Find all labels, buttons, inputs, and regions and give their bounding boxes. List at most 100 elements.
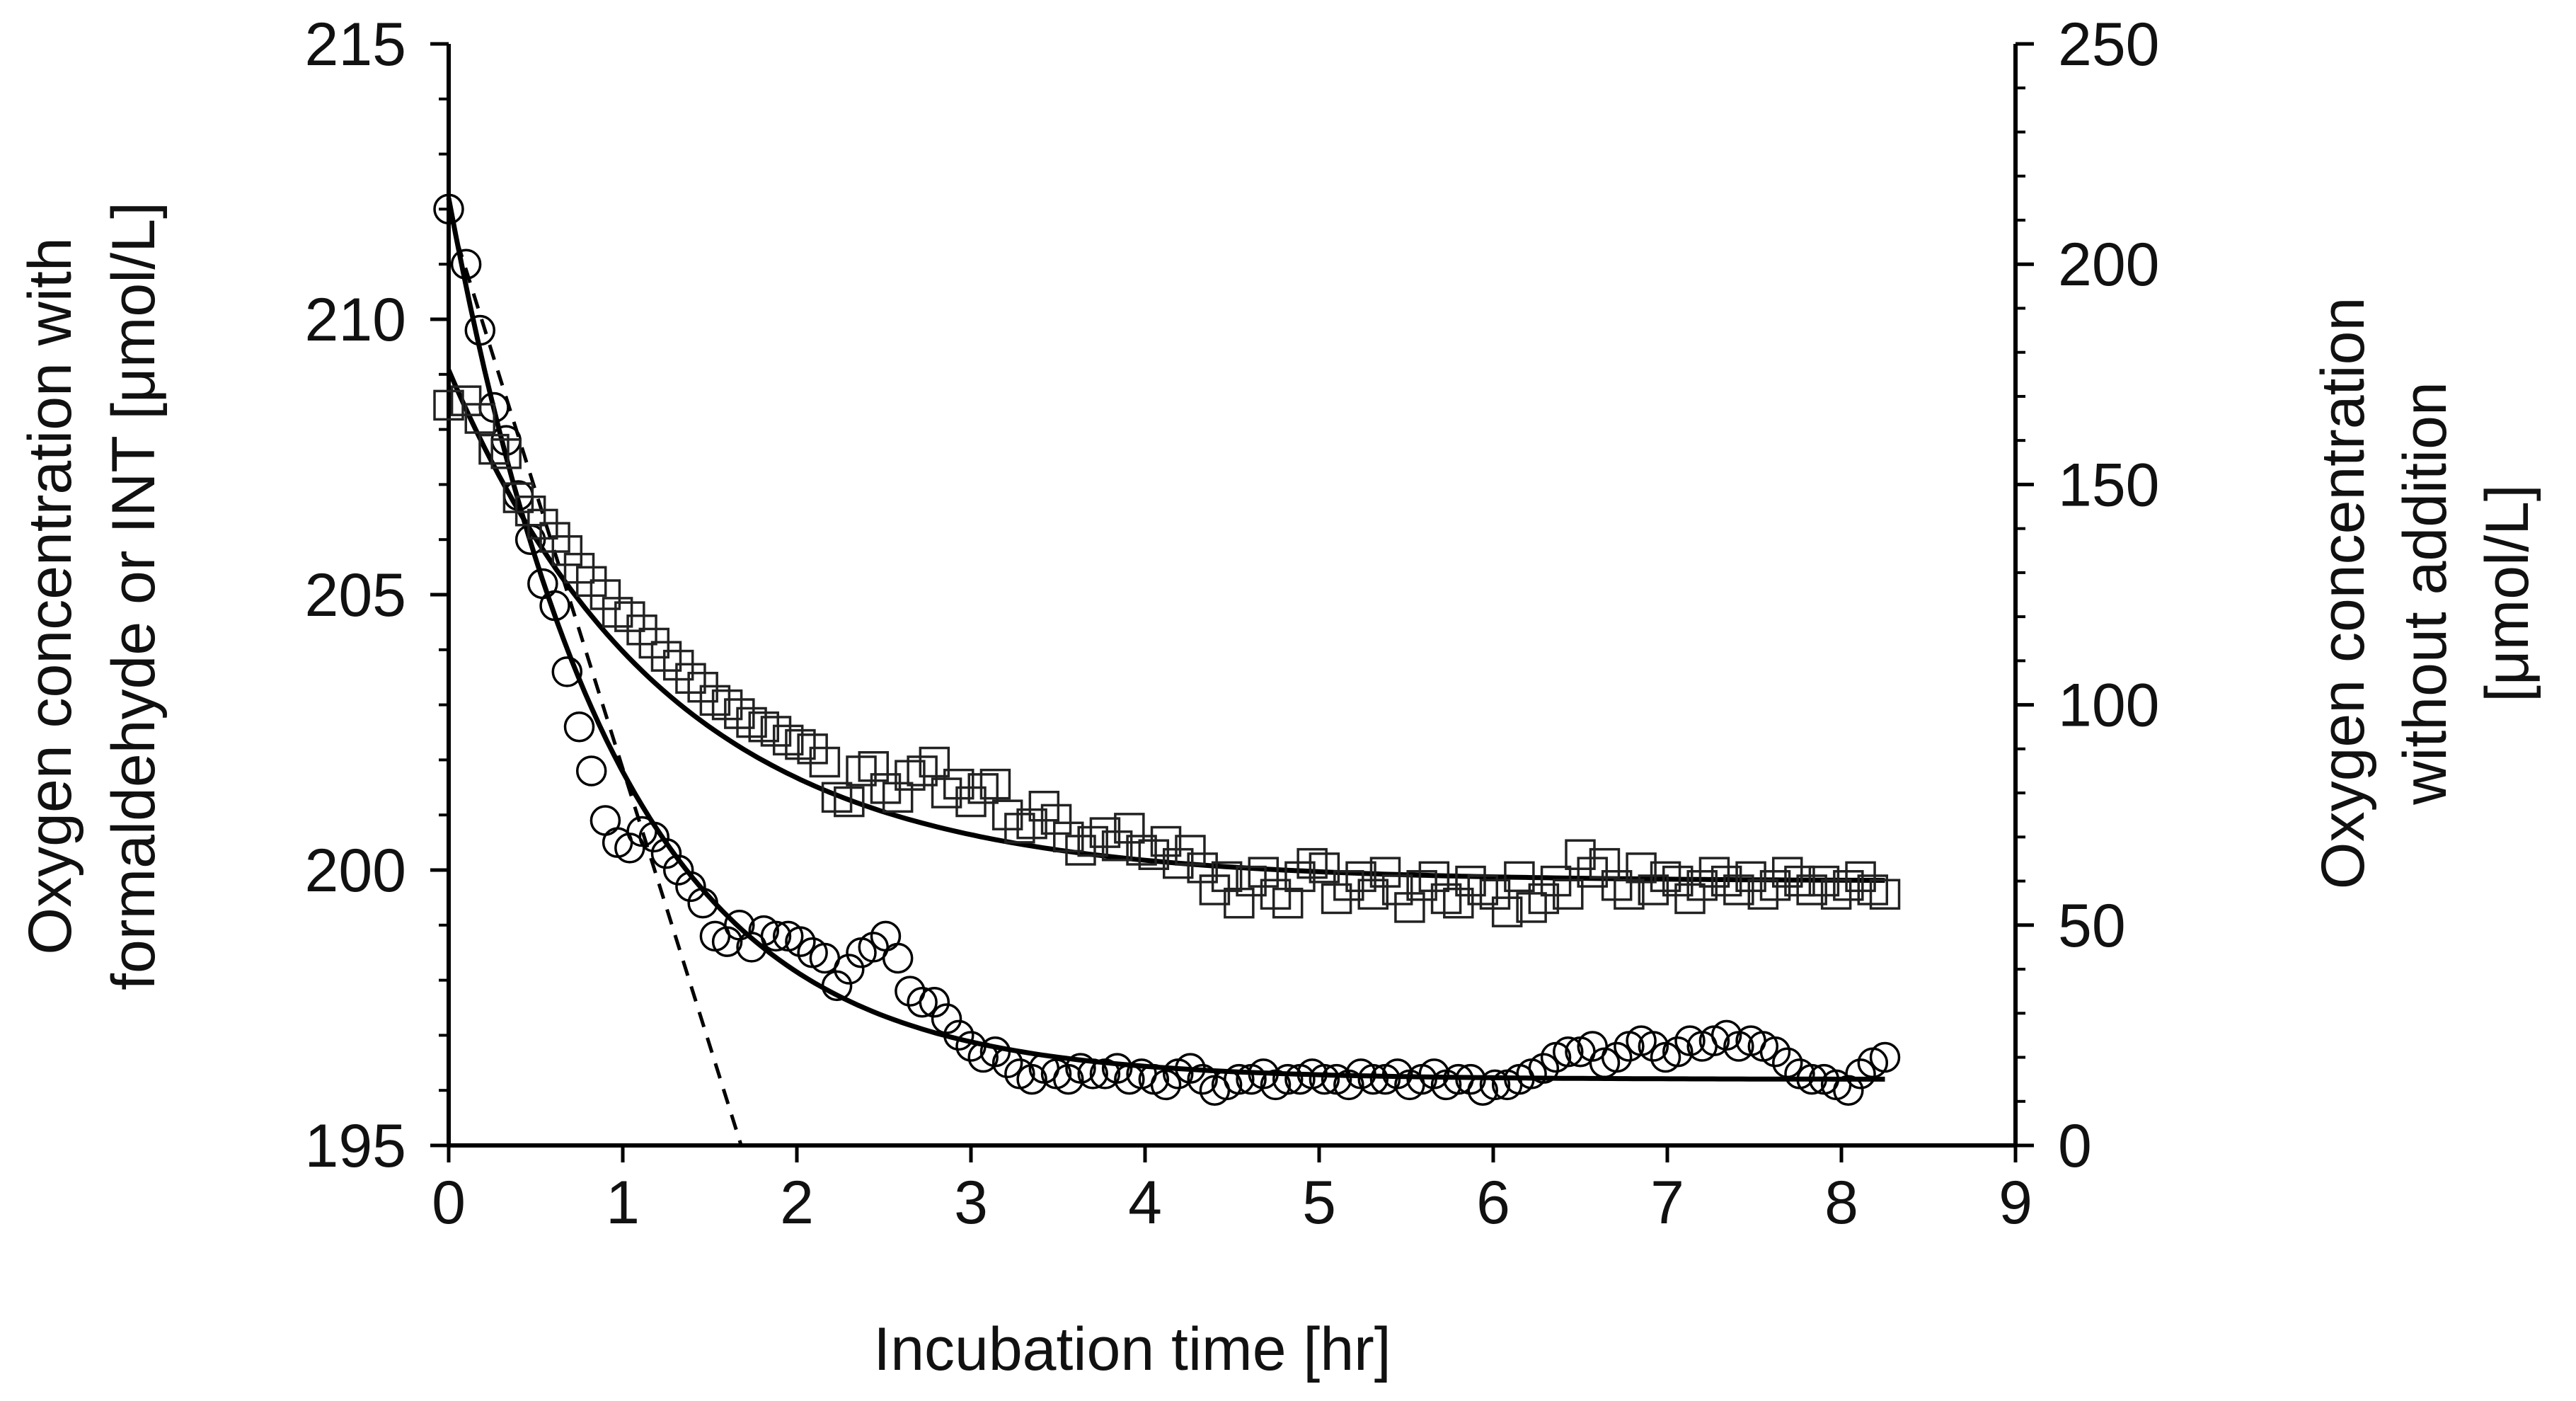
right-y-tick-label: 250 [2058, 11, 2160, 79]
circle-data-point [551, 656, 583, 687]
square-data-point [1272, 887, 1304, 919]
square-data-point [858, 750, 889, 782]
square-data-point [1601, 870, 1633, 901]
square-data-point [650, 641, 682, 672]
circle-data-point [1224, 1063, 1255, 1095]
circle-data-point [785, 926, 816, 957]
circle-data-point [711, 926, 743, 957]
circle-data-point [1357, 1063, 1389, 1095]
square-data-point [1309, 852, 1340, 884]
square-data-point [1857, 874, 1889, 905]
left-axis-title-line1: Oxygen concentration with [16, 237, 84, 954]
left-axis-title-line2: formaldehyde or INT [μmol/L] [100, 202, 168, 990]
square-data-point [1248, 857, 1280, 888]
circle-data-point [1845, 1058, 1876, 1090]
circle-data-point [1187, 1063, 1218, 1095]
circle-data-point [1272, 1063, 1304, 1095]
circle-data-point [1833, 1075, 1864, 1106]
circle-data-point [675, 871, 706, 903]
circle-data-point [931, 1003, 962, 1034]
circle-data-point [1381, 1058, 1413, 1090]
x-tick-label: 5 [1302, 1169, 1336, 1237]
x-tick-label: 2 [780, 1169, 814, 1237]
circle-data-point [907, 986, 938, 1018]
right-axis-title-line3: [μmol/L] [2473, 484, 2541, 702]
square-data-point [1589, 847, 1621, 879]
x-tick-label: 1 [606, 1169, 640, 1237]
square-data-point [1479, 879, 1511, 910]
x-tick-label: 8 [1824, 1169, 1858, 1237]
square-data-point [1260, 879, 1292, 910]
square-data-point [1796, 874, 1827, 905]
square-data-point [1369, 857, 1401, 888]
square-data-point [834, 786, 865, 818]
square-data-point [1553, 879, 1584, 910]
square-data-point [1211, 861, 1243, 893]
right-axis-title-line2: without addition [2391, 382, 2459, 806]
plot-area [433, 193, 1901, 1146]
left-y-tick-label: 205 [305, 561, 407, 629]
square-data-point [433, 389, 464, 421]
circle-data-point [590, 805, 621, 836]
square-data-point [1101, 830, 1133, 862]
square-data-point [1296, 847, 1328, 879]
square-data-point [1504, 861, 1535, 893]
square-data-point [1040, 804, 1072, 835]
circle-data-point [955, 1031, 987, 1062]
square-data-point [1187, 852, 1218, 884]
square-data-point [1747, 879, 1779, 910]
square-data-point [1467, 874, 1498, 905]
circle-data-point [1175, 1053, 1206, 1084]
square-data-point [711, 689, 743, 721]
left-y-tick-label: 195 [305, 1112, 407, 1180]
circle-data-point [919, 986, 950, 1018]
x-axis-title: Incubation time [hr] [873, 1315, 1391, 1383]
square-data-point [1528, 883, 1560, 915]
fit-curve-no-addition [446, 369, 1885, 884]
circle-data-point [1309, 1063, 1340, 1095]
square-data-point [907, 755, 938, 787]
right-y-tick-label: 0 [2058, 1112, 2092, 1180]
axes: 0 1 2 3 4 5 6 7 8 9 195 200 205 210 215 0 50 100 150 200 250 [305, 11, 2160, 1237]
circle-data-point [1869, 1041, 1901, 1073]
x-tick-label: 6 [1476, 1169, 1510, 1237]
right-y-tick-label: 150 [2058, 451, 2160, 519]
square-data-point [1381, 874, 1413, 905]
square-data-point [1662, 865, 1694, 897]
square-data-point [1077, 825, 1108, 857]
square-data-point [1820, 879, 1852, 910]
square-data-point [967, 773, 999, 804]
circle-data-point [1455, 1063, 1486, 1095]
circle-data-point [1016, 1063, 1047, 1095]
square-data-point [1418, 861, 1450, 893]
square-data-point [809, 746, 841, 778]
square-data-point [1004, 813, 1035, 844]
square-data-point [1016, 808, 1047, 840]
circle-data-point [464, 314, 496, 346]
square-data-point [1114, 813, 1145, 844]
x-tick-label: 7 [1650, 1169, 1684, 1237]
initial-slope-dashed-line [455, 241, 743, 1146]
square-data-point [772, 724, 804, 756]
square-data-point [1650, 861, 1681, 893]
circle-data-point [1333, 1069, 1364, 1101]
square-data-point [1175, 835, 1206, 866]
square-data-point [551, 535, 583, 566]
square-data-point [1126, 835, 1157, 866]
circle-data-point [563, 711, 595, 743]
circle-data-point [1662, 1036, 1694, 1068]
square-data-point [1565, 839, 1596, 870]
x-tick-label: 4 [1128, 1169, 1162, 1237]
square-data-point [979, 768, 1011, 800]
circle-data-point [943, 1019, 974, 1051]
square-data-point [1784, 865, 1815, 897]
circle-data-point [638, 821, 670, 853]
square-data-point [490, 438, 522, 469]
square-data-point [821, 782, 853, 813]
square-data-point [1345, 861, 1376, 893]
square-data-point [602, 597, 633, 628]
square-data-point [675, 663, 706, 694]
square-data-point [931, 777, 962, 808]
square-data-point [1357, 879, 1389, 910]
